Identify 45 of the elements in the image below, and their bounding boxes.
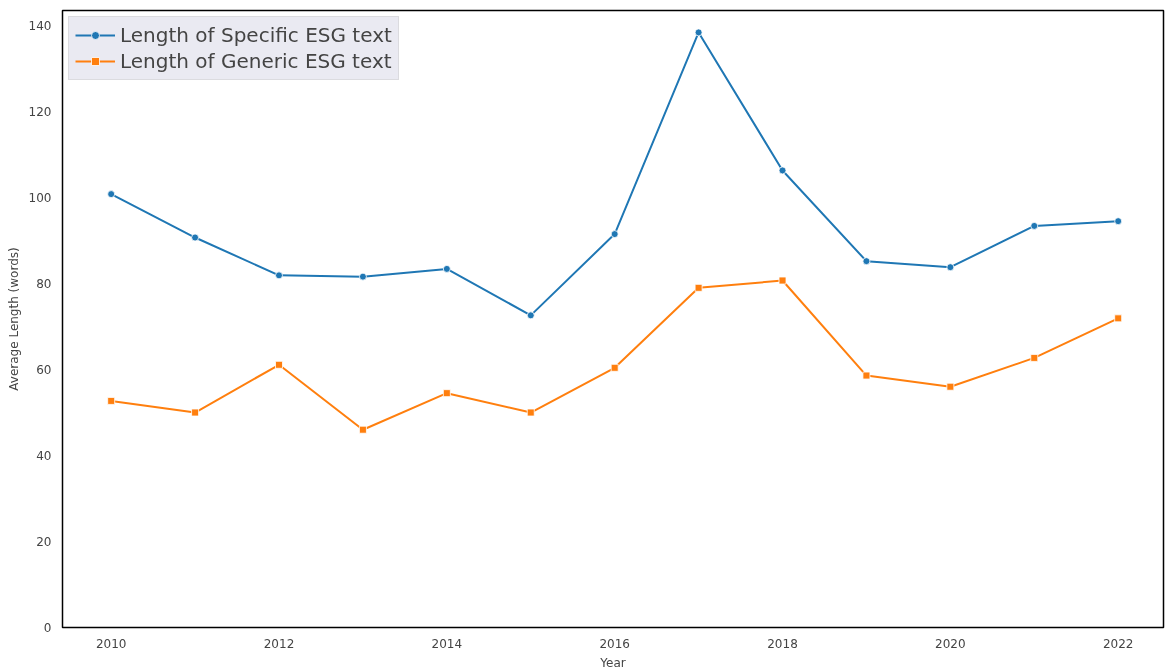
point (862, 371, 871, 380)
y-tick-label: 20 (36, 535, 52, 550)
point (442, 265, 451, 273)
x-axis-title: Year (599, 655, 626, 670)
point (526, 311, 535, 320)
point (107, 190, 116, 198)
point (862, 257, 871, 266)
y-tick-label: 100 (28, 191, 52, 206)
x-tick-label: 2016 (599, 636, 630, 651)
point (191, 408, 199, 417)
point (1030, 222, 1039, 230)
point (107, 397, 116, 405)
point (442, 389, 451, 398)
point (946, 382, 955, 391)
point (275, 360, 283, 369)
legend-label: Length of Specific ESG text (120, 23, 392, 47)
x-tick-label: 2012 (263, 636, 295, 651)
point (526, 408, 535, 417)
y-tick-label: 80 (36, 277, 52, 292)
point (946, 263, 955, 272)
point (610, 363, 619, 372)
point (694, 283, 703, 292)
point (191, 233, 199, 242)
y-tick-label: 120 (28, 105, 52, 120)
y-tick-label: 40 (36, 449, 52, 464)
y-axis-title: Average Length (words) (6, 247, 21, 391)
y-tick-label: 60 (36, 363, 52, 378)
point (1114, 314, 1123, 323)
point (275, 271, 283, 280)
x-tick-label: 2020 (935, 636, 966, 651)
point (1114, 217, 1123, 226)
x-tick-label: 2022 (1102, 636, 1134, 651)
point (778, 166, 787, 175)
x-tick-label: 2014 (431, 636, 463, 651)
x-tick-label: 2018 (767, 636, 798, 651)
point (778, 276, 787, 285)
x-tick-label: 2010 (95, 636, 127, 651)
point (694, 28, 703, 37)
point (1030, 354, 1039, 362)
point (610, 230, 619, 238)
legend-label: Length of Generic ESG text (120, 49, 392, 73)
y-tick-label: 140 (28, 19, 52, 34)
point (359, 425, 367, 434)
y-tick-label: 0 (43, 621, 52, 635)
point (359, 272, 367, 281)
